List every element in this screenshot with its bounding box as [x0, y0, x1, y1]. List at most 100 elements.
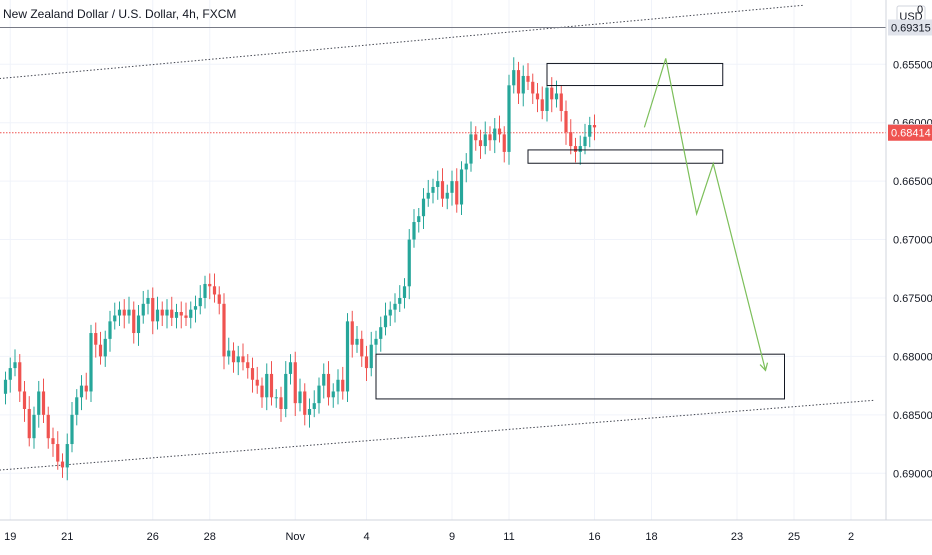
zone-boxes — [375, 62, 785, 400]
candle-body — [98, 344, 103, 357]
candle-body — [279, 397, 283, 409]
zone-box-2 — [527, 149, 724, 164]
projection — [643, 58, 769, 372]
candle-body — [208, 283, 212, 287]
candle-body — [198, 297, 202, 307]
candle-body — [132, 309, 136, 334]
candle-body — [293, 362, 297, 404]
candle-body — [507, 85, 511, 152]
candle-body — [217, 294, 221, 304]
candle-body — [345, 321, 350, 392]
price-axis-top-label: 0 — [917, 4, 923, 16]
candle-body — [51, 438, 55, 445]
price-badge — [888, 124, 932, 141]
candle-body — [151, 297, 155, 322]
candle-body — [255, 379, 259, 386]
candle-body — [550, 87, 554, 100]
candle-body — [545, 87, 549, 112]
candle-body — [65, 444, 69, 468]
candle-body — [336, 379, 340, 392]
candle-body — [155, 309, 160, 322]
candle-body — [103, 338, 107, 357]
time-tick-label: Nov — [285, 531, 305, 543]
candle-body — [307, 408, 312, 415]
candle-body — [331, 391, 335, 398]
candle-body — [231, 350, 236, 363]
candle-body — [317, 385, 321, 404]
candle-body — [369, 344, 373, 369]
candle-body — [41, 391, 46, 415]
candle-body — [236, 356, 240, 363]
candle-body — [227, 350, 231, 357]
candle-body — [136, 315, 141, 334]
candle-body — [341, 379, 345, 392]
candle-body — [393, 303, 397, 310]
price-badge — [888, 19, 932, 36]
candle-body — [70, 414, 74, 445]
candle-body — [322, 373, 326, 386]
projection-arrow-head — [759, 362, 769, 372]
candle-body — [431, 186, 435, 193]
candle-body — [379, 327, 383, 339]
candle-body — [502, 134, 506, 152]
candle-body — [165, 309, 169, 316]
candle-body — [174, 312, 179, 318]
time-tick-label: 2 — [848, 531, 854, 543]
price-tick-label: 0.68000 — [893, 351, 932, 363]
price-tick-label: 0.67500 — [893, 293, 932, 305]
candle-body — [326, 373, 331, 398]
candle-body — [350, 321, 354, 345]
candle-body — [526, 75, 530, 82]
candle-body — [464, 163, 468, 170]
candle-body — [56, 444, 60, 462]
candle-body — [269, 373, 274, 398]
candle-body — [407, 239, 411, 287]
candle-body — [46, 414, 50, 439]
candle-body — [398, 297, 402, 304]
candle-body — [303, 391, 307, 415]
price-tick-label: 0.65500 — [893, 59, 932, 71]
time-tick-label: 25 — [788, 531, 800, 543]
time-tick-label: 19 — [4, 531, 16, 543]
candle-body — [531, 81, 535, 94]
candle-body — [483, 134, 487, 147]
candle-body — [512, 70, 516, 86]
candle-body — [246, 362, 250, 369]
time-axis[interactable]: 19 21 26 28 Nov 4 9 11 16 18 23 25 2 — [0, 519, 932, 543]
candle-body — [60, 461, 65, 468]
annotation-lines — [0, 4, 886, 471]
candle-body — [122, 309, 126, 316]
candle-body — [474, 134, 478, 141]
time-tick-label: 18 — [645, 531, 657, 543]
chart-title: New Zealand Dollar / U.S. Dollar, 4h, FX… — [3, 7, 236, 21]
candle-body — [84, 385, 88, 392]
candle-body — [27, 408, 31, 439]
price-tick-label: 0.66500 — [893, 176, 932, 188]
candle-body — [493, 128, 497, 141]
candle-body — [440, 181, 445, 199]
candle-body — [170, 309, 174, 318]
candle-body — [250, 368, 255, 380]
time-tick-label: 21 — [61, 531, 73, 543]
candle-body — [488, 134, 492, 141]
candle-body — [37, 391, 41, 415]
candle-body — [260, 385, 264, 398]
candle-body — [521, 75, 525, 94]
candle-body — [241, 356, 245, 363]
price-tick-label: 0.69000 — [893, 468, 932, 480]
time-tick-label: 28 — [204, 531, 216, 543]
candle-body — [445, 192, 449, 199]
time-tick-label: 4 — [363, 531, 369, 543]
candle-body — [160, 309, 164, 316]
candle-body — [583, 136, 587, 147]
candle-body — [312, 403, 316, 409]
candle-body — [383, 315, 388, 328]
candle-body — [469, 134, 473, 164]
candle-body — [32, 414, 36, 439]
candle-body — [13, 362, 17, 369]
candle-body — [421, 198, 426, 217]
candle-body — [89, 333, 93, 392]
price-axis[interactable]: 0 USD 0.690000.685000.680000.675000.6700… — [885, 0, 932, 520]
candle-body — [402, 286, 407, 298]
